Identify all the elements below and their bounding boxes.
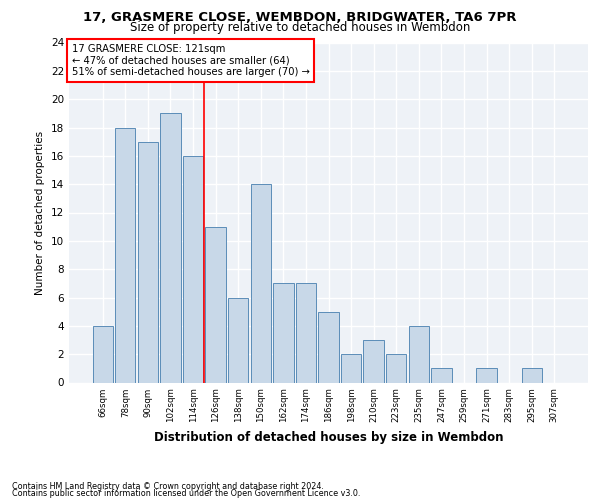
Bar (386, 354, 406, 382)
Text: Contains public sector information licensed under the Open Government Licence v3: Contains public sector information licen… (12, 490, 361, 498)
Text: Size of property relative to detached houses in Wembdon: Size of property relative to detached ho… (130, 22, 470, 35)
Bar (521, 368, 542, 382)
Text: 17, GRASMERE CLOSE, WEMBDON, BRIDGWATER, TA6 7PR: 17, GRASMERE CLOSE, WEMBDON, BRIDGWATER,… (83, 11, 517, 24)
Bar (160, 114, 181, 382)
Bar (228, 298, 248, 382)
Bar (138, 142, 158, 382)
Bar (476, 368, 497, 382)
Bar (364, 340, 384, 382)
Text: 17 GRASMERE CLOSE: 121sqm
← 47% of detached houses are smaller (64)
51% of semi-: 17 GRASMERE CLOSE: 121sqm ← 47% of detac… (71, 44, 310, 78)
Bar (273, 284, 293, 382)
Bar (409, 326, 429, 382)
Bar (183, 156, 203, 382)
Bar (431, 368, 452, 382)
Bar (296, 284, 316, 382)
Bar (205, 226, 226, 382)
Bar (319, 312, 338, 382)
Bar (115, 128, 136, 382)
Y-axis label: Number of detached properties: Number of detached properties (35, 130, 46, 294)
Bar (251, 184, 271, 382)
Bar (92, 326, 113, 382)
Text: Contains HM Land Registry data © Crown copyright and database right 2024.: Contains HM Land Registry data © Crown c… (12, 482, 324, 491)
Bar (341, 354, 361, 382)
X-axis label: Distribution of detached houses by size in Wembdon: Distribution of detached houses by size … (154, 430, 503, 444)
